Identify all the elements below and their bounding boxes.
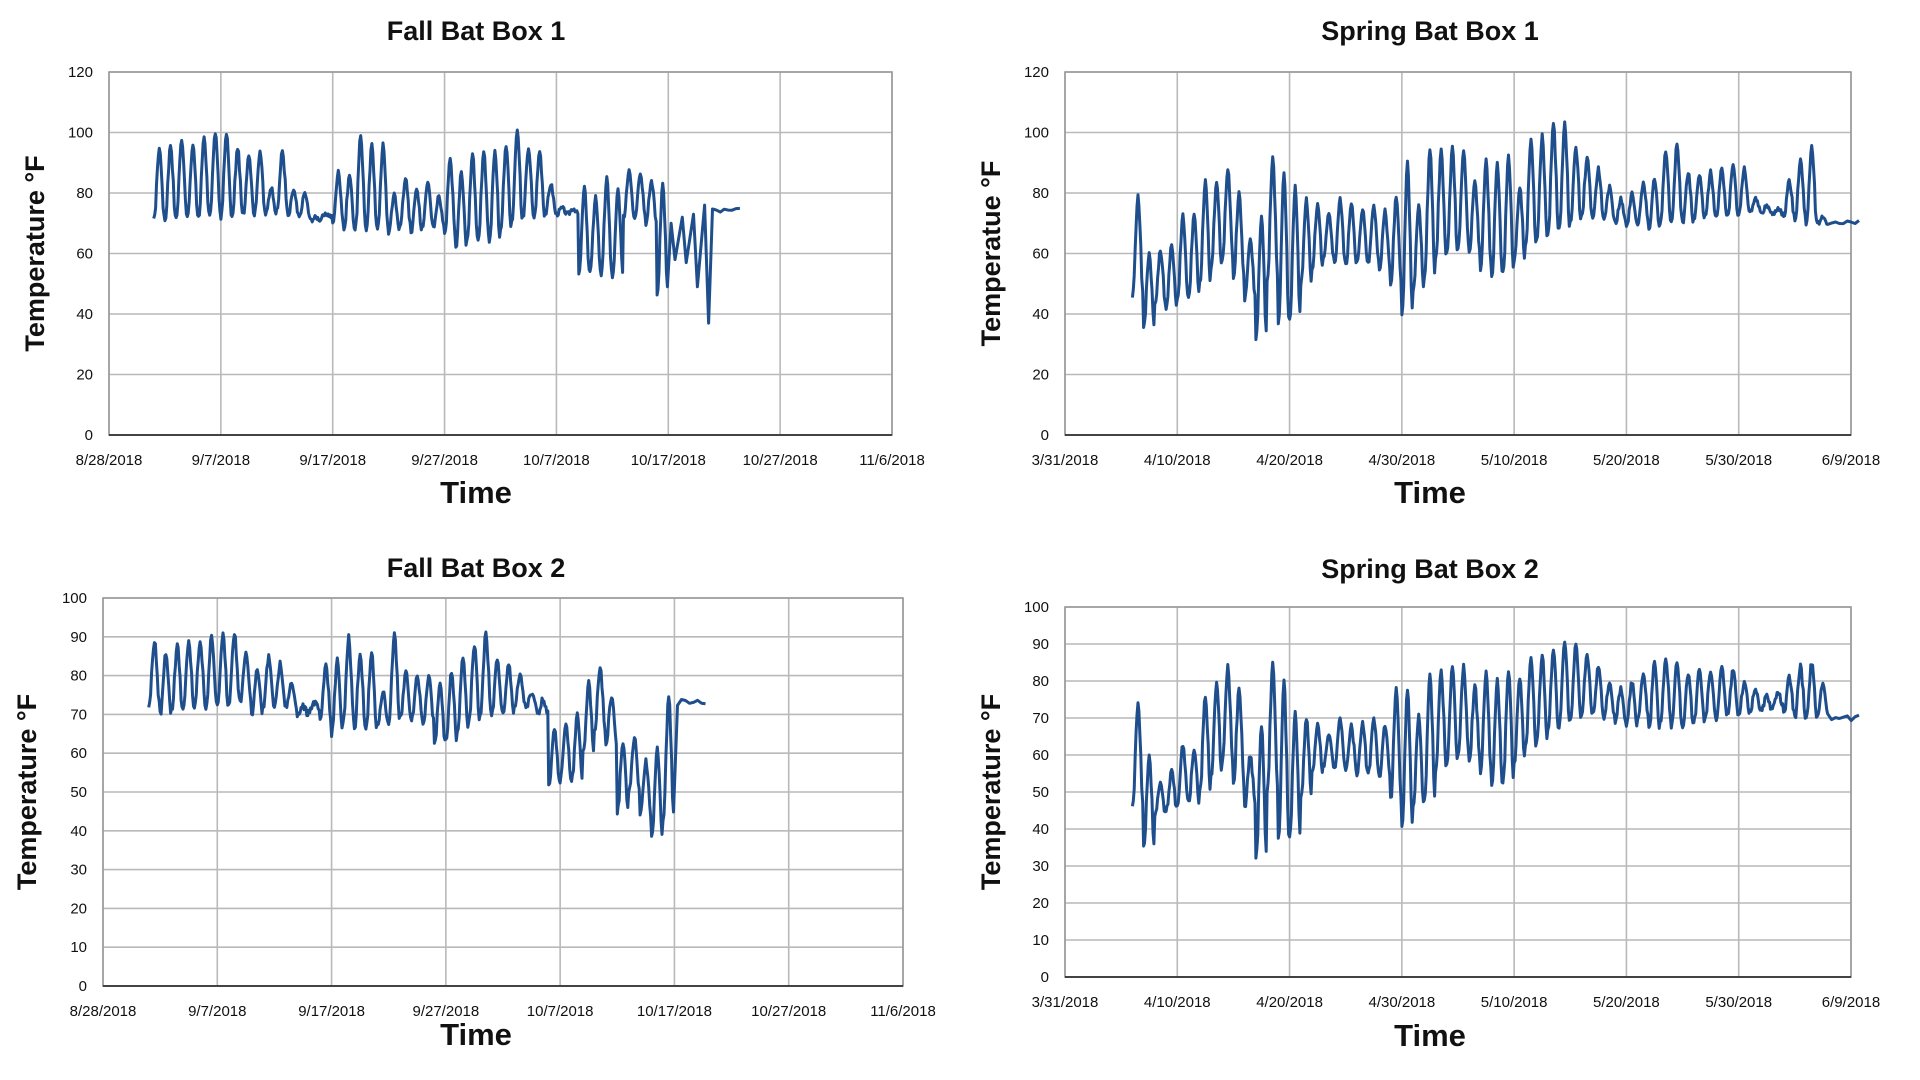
y-tick-label: 120 [1024,64,1049,81]
y-tick-label: 50 [70,784,87,801]
y-tick-label: 100 [1024,125,1049,142]
x-tick-label: 6/9/2018 [1822,452,1880,469]
x-tick-label: 10/7/2018 [527,1003,594,1020]
y-tick-label: 60 [1032,747,1049,764]
y-tick-label: 80 [76,185,93,202]
y-axis-title: Temperature °F [976,694,1006,890]
x-tick-label: 11/6/2018 [859,452,925,469]
y-axis-title: Temperature °F [20,155,50,351]
y-tick-label: 40 [1032,821,1049,838]
x-tick-label: 10/27/2018 [743,452,818,469]
x-tick-label: 5/30/2018 [1705,452,1772,469]
series-line [1130,640,1860,860]
y-tick-label: 0 [79,978,87,995]
chart-title: Fall Bat Box 2 [387,553,566,583]
chart-title: Fall Bat Box 1 [387,16,566,46]
x-tick-label: 9/7/2018 [192,452,250,469]
y-tick-label: 0 [1041,427,1049,444]
y-tick-label: 40 [70,823,87,840]
chart-title: Spring Bat Box 1 [1321,16,1539,46]
x-tick-label: 3/31/2018 [1032,452,1099,469]
chart-2: Spring Bat Box 1 0 20 40 60 80 100 120 3/31/2018… [976,16,1880,510]
y-tick-label: 50 [1032,784,1049,801]
x-tick-label: 4/10/2018 [1144,994,1211,1011]
y-tick-label: 10 [70,939,87,956]
x-tick-label: 8/28/2018 [76,452,143,469]
x-tick-label: 4/10/2018 [1144,452,1211,469]
x-tick-label: 10/17/2018 [637,1003,712,1020]
x-tick-label: 9/17/2018 [299,452,366,469]
y-tick-label: 20 [70,900,87,917]
y-tick-label: 60 [70,745,87,762]
y-tick-label: 120 [68,64,93,81]
y-tick-label: 60 [1032,246,1049,263]
y-tick-label: 100 [62,590,87,607]
y-tick-label: 10 [1032,932,1049,949]
y-tick-label: 80 [1032,185,1049,202]
x-tick-label: 11/6/2018 [870,1003,936,1020]
series-line [1130,120,1860,342]
x-tick-label: 9/17/2018 [298,1003,365,1020]
x-tick-label: 5/10/2018 [1481,994,1548,1011]
x-tick-label: 4/30/2018 [1368,452,1435,469]
y-tick-label: 40 [1032,306,1049,323]
x-tick-label: 4/30/2018 [1368,994,1435,1011]
x-tick-label: 9/27/2018 [411,452,478,469]
x-tick-label: 5/10/2018 [1481,452,1548,469]
x-tick-label: 8/28/2018 [70,1003,137,1020]
y-tick-label: 70 [1032,710,1049,727]
chart-1: Fall Bat Box 1 0 20 40 60 80 100 120 8/28/2018 9/… [20,16,925,510]
y-tick-label: 100 [1024,599,1049,616]
y-tick-label: 0 [85,427,93,444]
y-tick-label: 70 [70,706,87,723]
y-axis-title: Temperatue °F [976,161,1006,347]
y-tick-label: 20 [1032,895,1049,912]
y-tick-label: 20 [1032,367,1049,384]
y-tick-label: 90 [70,629,87,646]
x-axis-title: Time [1394,1018,1466,1053]
y-tick-label: 100 [68,125,93,142]
x-tick-label: 10/7/2018 [523,452,590,469]
y-tick-label: 30 [70,862,87,879]
y-tick-label: 60 [76,246,93,263]
y-tick-label: 80 [70,668,87,685]
chart-title: Spring Bat Box 2 [1321,554,1539,584]
y-tick-label: 80 [1032,673,1049,690]
x-tick-label: 10/17/2018 [631,452,706,469]
chart-4: Spring Bat Box 2 0 10 20 30 40 50 60 70 80 90 100 3/… [976,554,1880,1053]
y-tick-label: 30 [1032,858,1049,875]
x-tick-label: 10/27/2018 [751,1003,826,1020]
y-axis-title: Temperature °F [12,694,42,890]
chart-3: Fall Bat Box 2 0 10 20 30 40 50 60 70 80 90 100 8/28… [12,553,936,1052]
x-tick-label: 5/20/2018 [1593,452,1660,469]
x-axis-title: Time [440,1017,512,1052]
x-tick-label: 5/30/2018 [1705,994,1772,1011]
y-tick-label: 0 [1041,969,1049,986]
y-tick-label: 90 [1032,636,1049,653]
x-tick-label: 4/20/2018 [1256,994,1323,1011]
x-tick-label: 5/20/2018 [1593,994,1660,1011]
series-line [152,128,740,325]
x-tick-label: 6/9/2018 [1822,994,1880,1011]
y-tick-label: 40 [76,306,93,323]
x-tick-label: 9/7/2018 [188,1003,246,1020]
x-tick-label: 4/20/2018 [1256,452,1323,469]
x-axis-title: Time [1394,475,1466,510]
y-tick-label: 20 [76,367,93,384]
x-axis-title: Time [440,475,512,510]
x-tick-label: 9/27/2018 [412,1003,479,1020]
x-tick-label: 3/31/2018 [1032,994,1099,1011]
series-line [147,630,706,838]
